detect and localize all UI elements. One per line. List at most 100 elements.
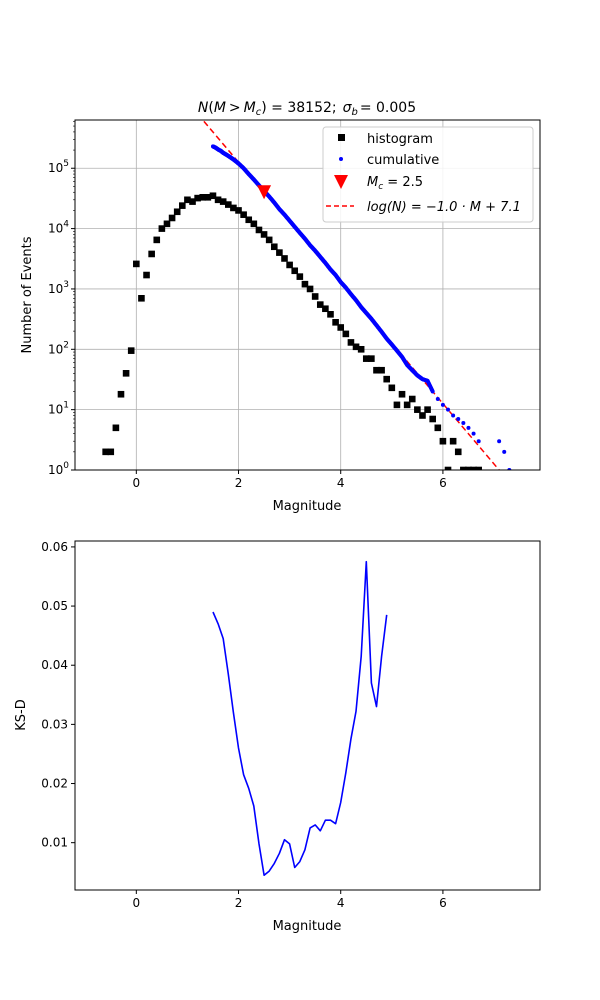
histogram-point [322, 305, 329, 313]
histogram-point [168, 214, 176, 222]
ticks-2: 0 2 4 6 0.01 0.02 0.03 0.04 0.05 0.06 [41, 540, 446, 910]
legend-mc-label: Mc = 2.5 [367, 175, 423, 192]
histogram-point [163, 220, 171, 228]
cumulative-point [451, 413, 456, 418]
y-tick-label-5: 105 [48, 159, 69, 175]
histogram-point [465, 466, 472, 470]
histogram-point [408, 395, 416, 403]
histogram-point [286, 261, 293, 269]
x-tick-label-0: 0 [132, 476, 140, 490]
legend-histogram-label: histogram [367, 132, 433, 147]
histogram-point [291, 267, 299, 275]
histogram-point [250, 220, 258, 228]
x-tick-label-2: 4 [337, 476, 345, 490]
legend-cumulative-label: cumulative [367, 153, 439, 168]
y-tick-label-4: 104 [48, 220, 69, 236]
histogram-point [179, 202, 186, 209]
histogram-point [153, 236, 161, 244]
marks-2 [212, 560, 388, 877]
histogram-point [158, 225, 166, 232]
histogram-point [347, 339, 355, 346]
histogram-point [230, 204, 237, 212]
chart-1-xlabel: Magnitude [273, 499, 342, 514]
histogram-point [332, 319, 339, 326]
cumulative-point [446, 407, 451, 412]
histogram-point [378, 366, 385, 374]
x-tick-label-3: 6 [439, 476, 447, 490]
histogram-point [276, 249, 283, 256]
histogram-point [383, 375, 391, 383]
cumulative-point [471, 431, 476, 436]
x-tick-label-1: 2 [235, 476, 243, 490]
histogram-point [194, 194, 201, 202]
chart-1-ylabel: Number of Events [20, 236, 35, 353]
plot-area-2 [75, 541, 540, 890]
histogram-point [260, 231, 268, 238]
x-tick-label-2-0: 0 [132, 896, 140, 910]
y-tick-label-0: 100 [48, 461, 69, 477]
y-tick-label-2-2: 0.03 [41, 717, 68, 731]
histogram-point [255, 226, 263, 234]
chart-1-title: N(M > Mc) = 38152; σb = 0.005 [198, 100, 416, 118]
histogram-point [107, 448, 115, 456]
histogram-point [470, 466, 477, 470]
legend-mc-marker [334, 175, 348, 189]
histogram-point [439, 437, 447, 445]
histogram-point [148, 250, 155, 258]
y-tick-label-1: 101 [48, 401, 69, 417]
histogram-point [342, 330, 350, 338]
y-tick-label-2-0: 0.01 [41, 836, 68, 850]
histogram-point [296, 273, 304, 280]
legend-fit-label: log(N) = −1.0 · M + 7.1 [367, 200, 521, 215]
y-tick-label-2-1: 0.02 [41, 777, 68, 791]
histogram-point [414, 406, 421, 413]
histogram-point [184, 196, 191, 204]
histogram-point [301, 280, 309, 288]
cumulative-point [440, 402, 445, 407]
mc-marker [257, 185, 272, 200]
axes-frame-2 [74, 540, 541, 891]
chart-2-ylabel: KS-D [14, 699, 29, 730]
histogram-point [429, 415, 436, 423]
legend-histogram-marker [338, 134, 345, 141]
ticks-1: 0 2 4 6 100 101 102 103 104 105 [48, 120, 447, 490]
cumulative-point [435, 397, 440, 402]
x-tick-label-2-2: 4 [337, 896, 345, 910]
histogram-point [143, 271, 150, 279]
cumulative-point [456, 416, 461, 421]
histogram-point [475, 466, 482, 470]
histogram-point [419, 412, 426, 419]
ks-distance-chart: 0 2 4 6 0.01 0.02 0.03 0.04 0.05 0.06 Magnitude K… [14, 540, 541, 934]
chart-2-xlabel: Magnitude [273, 919, 342, 934]
cumulative-point [461, 421, 466, 426]
legend: histogram cumulative Mc = 2.5 log(N) = −… [322, 126, 534, 223]
fit-line [201, 120, 501, 470]
legend-box [322, 126, 534, 223]
histogram-point [449, 437, 457, 445]
histogram-point [245, 216, 253, 224]
x-tick-label-2-3: 6 [439, 896, 447, 910]
histogram-point [362, 355, 370, 362]
histogram-point [368, 355, 375, 362]
y-tick-label-2-4: 0.05 [41, 599, 68, 613]
histogram-point [204, 194, 212, 201]
marks-1 [102, 120, 512, 470]
histogram-point [306, 285, 314, 293]
histogram-point [337, 324, 345, 331]
histogram-point [327, 311, 334, 318]
histogram-point [102, 448, 109, 456]
histogram-point [219, 198, 227, 205]
histogram-point [388, 384, 396, 392]
x-tick-label-2-1: 2 [235, 896, 243, 910]
histogram-point [265, 236, 273, 244]
cumulative-point [497, 439, 502, 444]
histogram-point [173, 208, 181, 216]
cumulative-point [430, 388, 435, 393]
histogram-point [444, 466, 452, 470]
cumulative-point [502, 449, 507, 454]
histogram-point [373, 366, 380, 374]
legend-cumulative-marker [339, 157, 343, 161]
cumulative-point [476, 439, 481, 444]
y-tick-label-2: 102 [48, 340, 69, 356]
